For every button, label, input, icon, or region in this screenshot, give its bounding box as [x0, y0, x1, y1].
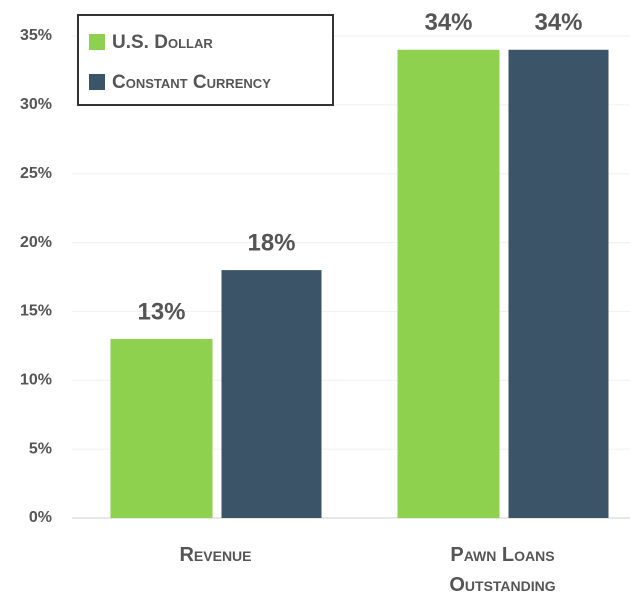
bar — [397, 49, 500, 519]
legend-swatch — [89, 34, 105, 50]
legend-box — [77, 14, 334, 106]
y-tick-label: 10% — [20, 372, 52, 389]
y-tick-label: 25% — [20, 165, 52, 182]
y-tick-label: 30% — [20, 96, 52, 113]
y-tick-label: 20% — [20, 234, 52, 251]
bar — [110, 338, 213, 518]
y-tick-label: 5% — [29, 440, 52, 457]
x-tick-label: Pawn Loans Outstanding — [449, 544, 556, 596]
legend-label: U.S. Dollar — [112, 32, 213, 53]
data-label: 13% — [137, 298, 185, 325]
legend-swatch — [89, 74, 105, 90]
data-label: 34% — [424, 9, 472, 36]
y-tick-label: 15% — [20, 303, 52, 320]
x-tick-label: Revenue — [179, 544, 252, 566]
bar — [221, 270, 322, 518]
legend-label: Constant Currency — [112, 72, 271, 93]
y-tick-label: 0% — [29, 509, 52, 526]
data-label: 34% — [534, 9, 582, 36]
data-label: 18% — [247, 229, 295, 256]
y-tick-label: 35% — [20, 27, 52, 44]
bar — [508, 49, 609, 519]
